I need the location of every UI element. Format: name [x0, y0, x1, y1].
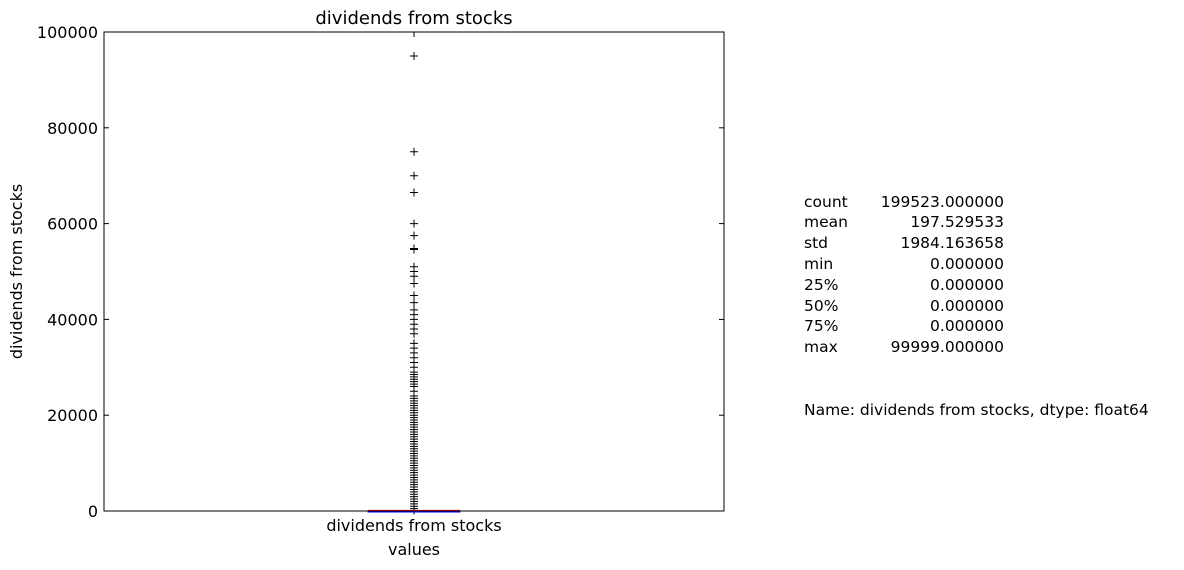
outlier-point — [410, 291, 418, 300]
stat-key: min — [804, 254, 834, 273]
outlier-point — [410, 51, 418, 60]
outlier-point — [410, 272, 418, 281]
outlier-point — [410, 188, 418, 197]
y-tick-label: 60000 — [47, 215, 98, 234]
stat-row: std 1984.163658 — [804, 233, 1149, 254]
y-tick-label: 100000 — [37, 23, 98, 42]
stat-value: 0.000000 — [930, 296, 1004, 315]
stat-value: 99999.000000 — [890, 338, 1004, 357]
describe-stats-panel: count 199523.000000 mean 197.529533 std 1984.… — [804, 150, 1149, 441]
stat-value: 199523.000000 — [880, 192, 1004, 211]
stat-value: 0.000000 — [930, 275, 1004, 294]
boxplot-chart: dividends from stocks dividends from sto… — [7, 8, 725, 559]
stat-row: 25% 0.000000 — [804, 275, 1149, 296]
x-axis-label: values — [388, 540, 440, 559]
y-tick-label: 0 — [88, 502, 98, 521]
outlier-point — [410, 245, 418, 254]
y-axis-label: dividends from stocks — [7, 184, 26, 359]
stat-row: mean 197.529533 — [804, 212, 1149, 233]
outlier-point — [410, 147, 418, 156]
chart-title: dividends from stocks — [315, 8, 512, 29]
stat-row: max 99999.000000 — [804, 337, 1149, 358]
stat-key: 75% — [804, 317, 839, 336]
y-axis-ticks: 0 20000 40000 60000 80000 100000 — [37, 23, 724, 521]
stat-value: 1984.163658 — [900, 234, 1004, 253]
plot-frame — [103, 31, 725, 512]
stat-key: 50% — [804, 296, 839, 315]
outlier-point — [410, 231, 418, 240]
stat-key: max — [804, 338, 838, 357]
stat-key: mean — [804, 213, 848, 232]
stat-value: 197.529533 — [910, 213, 1004, 232]
outlier-point — [410, 279, 418, 288]
outlier-point — [410, 298, 418, 307]
outlier-markers — [410, 51, 418, 515]
outlier-point — [410, 219, 418, 228]
stat-value: 0.000000 — [930, 254, 1004, 273]
outlier-point — [410, 171, 418, 180]
y-tick-label: 80000 — [47, 119, 98, 138]
stats-rows: count 199523.000000 mean 197.529533 std 1984.… — [804, 192, 1149, 358]
stat-row: 50% 0.000000 — [804, 296, 1149, 317]
stat-row: 75% 0.000000 — [804, 316, 1149, 337]
stat-key: std — [804, 234, 828, 253]
x-tick-label: dividends from stocks — [326, 516, 501, 535]
stat-key: 25% — [804, 275, 839, 294]
outlier-point — [410, 329, 418, 338]
stat-value: 0.000000 — [930, 317, 1004, 336]
y-tick-label: 20000 — [47, 406, 98, 425]
stat-row: count 199523.000000 — [804, 192, 1149, 213]
y-tick-label: 40000 — [47, 310, 98, 329]
stat-row: min 0.000000 — [804, 254, 1149, 275]
stat-key: count — [804, 192, 848, 211]
stats-footer: Name: dividends from stocks, dtype: floa… — [804, 400, 1149, 419]
